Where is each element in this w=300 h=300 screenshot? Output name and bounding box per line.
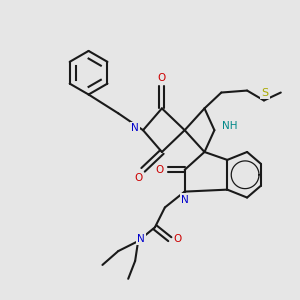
Text: O: O	[134, 173, 142, 183]
Text: O: O	[174, 234, 182, 244]
Text: N: N	[181, 194, 189, 205]
Text: N: N	[131, 123, 139, 133]
Text: O: O	[158, 73, 166, 83]
Text: S: S	[261, 88, 268, 98]
Text: NH: NH	[223, 121, 238, 131]
Text: O: O	[156, 165, 164, 175]
Text: N: N	[137, 234, 145, 244]
